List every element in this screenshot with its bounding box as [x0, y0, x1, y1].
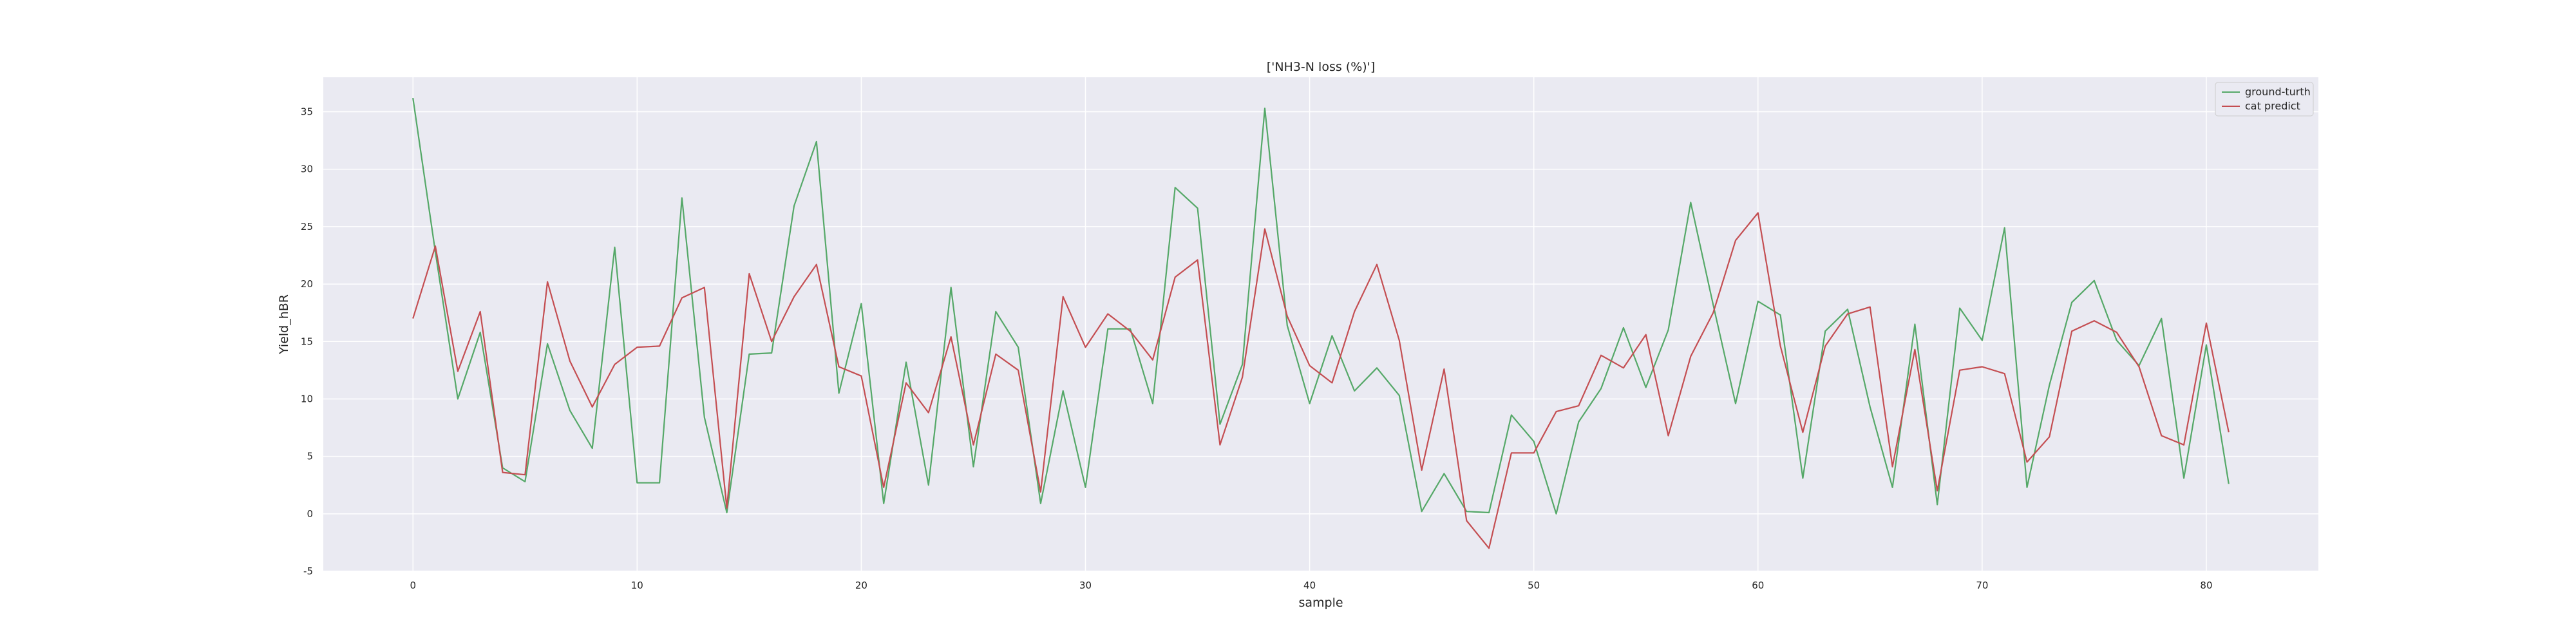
y-axis-label: Yield_hBR	[277, 294, 291, 355]
series-line-ground-turth	[412, 97, 2230, 515]
series-layer	[412, 97, 2230, 549]
y-tick-label: 35	[301, 106, 313, 118]
x-tick-label: 40	[1303, 580, 1316, 591]
y-tick-label: 30	[301, 164, 313, 175]
x-tick-label: 80	[2200, 580, 2212, 591]
y-tick-label: 15	[301, 336, 313, 347]
y-tick-label: 25	[301, 221, 313, 232]
x-tick-label: 70	[1976, 580, 1988, 591]
y-tick-label: 0	[307, 508, 313, 520]
x-tick-label: 50	[1528, 580, 1540, 591]
chart-title: ['NH3-N loss (%)']	[1267, 60, 1376, 74]
y-tick-label: 20	[301, 278, 313, 290]
legend-label-cat-predict: cat predict	[2245, 100, 2300, 112]
x-tick-label: 0	[410, 580, 416, 591]
y-tick-label: -5	[303, 565, 313, 577]
x-tick-label: 10	[631, 580, 643, 591]
x-tick-label: 60	[1752, 580, 1764, 591]
legend-box	[2215, 82, 2314, 117]
series-line-cat-predict	[412, 212, 2230, 549]
x-tick-label: 20	[855, 580, 867, 591]
x-axis-label: sample	[1298, 596, 1343, 610]
y-tick-label: 5	[307, 451, 313, 462]
grid-lines	[323, 77, 2318, 572]
legend-label-ground-turth: ground-turth	[2245, 86, 2311, 98]
tick-labels: 0 10 20 30 40 50 60 70 80 -5 0 5 10 15 20 25 30 35	[301, 106, 2213, 591]
x-tick-label: 30	[1079, 580, 1092, 591]
legend: ground-turth cat predict	[2215, 82, 2314, 117]
y-tick-label: 10	[301, 393, 313, 404]
